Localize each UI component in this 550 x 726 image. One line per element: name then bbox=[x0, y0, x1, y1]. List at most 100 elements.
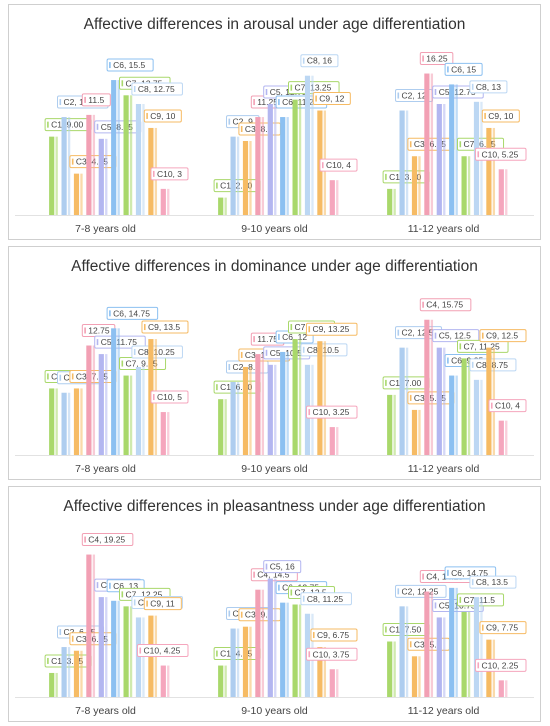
bar-stripe-c1 bbox=[393, 394, 396, 455]
data-label-box bbox=[419, 52, 454, 66]
category-label: 9-10 years old bbox=[241, 463, 308, 475]
data-label: C2, 12 bbox=[402, 91, 427, 101]
data-label: C9, 12 bbox=[319, 94, 344, 104]
bar-stripe-c2 bbox=[236, 382, 240, 455]
legend-key-icon bbox=[278, 584, 280, 591]
data-label-box bbox=[310, 628, 358, 642]
bar-stripe-c5 bbox=[274, 364, 277, 455]
bar-stripe-c6 bbox=[286, 602, 289, 697]
bar-stripe-c3 bbox=[418, 409, 421, 455]
data-label: C9, 10 bbox=[150, 111, 175, 121]
legend-key-icon bbox=[133, 348, 136, 355]
legend-key-icon bbox=[422, 55, 424, 62]
legend-key-icon bbox=[228, 118, 231, 125]
bar-c4 bbox=[86, 554, 92, 697]
data-label: C2, 12.25 bbox=[402, 586, 439, 596]
data-label: C6, 12 bbox=[282, 332, 307, 342]
bar-c1 bbox=[49, 672, 55, 697]
bar-c10 bbox=[160, 412, 166, 455]
data-label-box bbox=[300, 54, 339, 68]
bar-c10 bbox=[329, 180, 335, 215]
data-label: C1, 7.00 bbox=[389, 378, 421, 388]
bar-c6 bbox=[280, 602, 286, 697]
bar-c3 bbox=[411, 409, 418, 455]
data-label-box bbox=[395, 584, 447, 598]
data-label: C10, 4.25 bbox=[143, 646, 180, 656]
bar-c6 bbox=[449, 587, 455, 697]
bar-c2 bbox=[230, 382, 236, 455]
data-label: C4, 19.25 bbox=[88, 535, 125, 545]
legend-key-icon bbox=[143, 324, 146, 331]
data-label: C5, 12.5 bbox=[439, 331, 471, 341]
data-label: C9, 11 bbox=[150, 599, 175, 609]
bar-c1 bbox=[49, 388, 55, 455]
bar-stripe-c7 bbox=[467, 358, 471, 455]
legend-key-icon bbox=[216, 182, 218, 189]
legend-key-icon bbox=[459, 343, 462, 350]
data-label-box bbox=[141, 320, 189, 334]
bar-stripe-c8 bbox=[142, 617, 145, 697]
bar-c5 bbox=[267, 364, 273, 455]
bar-stripe-c3 bbox=[249, 366, 252, 455]
bar-c1 bbox=[387, 188, 393, 215]
legend-key-icon bbox=[265, 349, 268, 356]
bar-stripe-c2 bbox=[67, 647, 71, 697]
data-label: C8, 13 bbox=[476, 82, 501, 92]
bar-c8 bbox=[135, 617, 142, 697]
bar-stripe-c4 bbox=[261, 589, 265, 697]
bar-c3 bbox=[411, 656, 418, 697]
bar-stripe-c4 bbox=[430, 319, 434, 455]
legend-key-icon bbox=[240, 126, 243, 132]
legend-key-icon bbox=[481, 332, 484, 339]
data-label: C6, 15.5 bbox=[113, 60, 145, 70]
legend-key-icon bbox=[71, 158, 74, 165]
bar-c9 bbox=[317, 341, 323, 455]
bar-stripe-c10 bbox=[336, 669, 339, 697]
bar-stripe-c10 bbox=[505, 169, 508, 215]
data-label-box bbox=[469, 575, 517, 589]
bar-stripe-c2 bbox=[405, 606, 409, 697]
legend-key-icon bbox=[312, 632, 315, 639]
data-label: C3, 6.75 bbox=[414, 139, 446, 149]
bar-stripe-c2 bbox=[67, 392, 71, 455]
bar-c4 bbox=[255, 117, 261, 215]
bar-stripe-c2 bbox=[405, 110, 409, 215]
legend-key-icon bbox=[139, 647, 142, 654]
data-label-box bbox=[106, 306, 159, 320]
data-label-box bbox=[488, 399, 527, 413]
bar-stripe-c3 bbox=[80, 388, 83, 455]
bar-c5 bbox=[267, 104, 273, 215]
bar-stripe-c6 bbox=[455, 375, 458, 455]
data-label-box bbox=[143, 109, 182, 123]
bar-c2 bbox=[399, 110, 405, 215]
legend-key-icon bbox=[290, 589, 293, 596]
category-label: 11-12 years old bbox=[408, 705, 480, 717]
data-label: C1, 6.50 bbox=[220, 382, 252, 392]
data-label-box bbox=[474, 658, 527, 672]
data-label-box bbox=[150, 167, 189, 181]
bar-c5 bbox=[436, 104, 442, 215]
bar-c4 bbox=[424, 591, 430, 697]
bar-c2 bbox=[399, 606, 405, 697]
data-label: C7, 11.25 bbox=[464, 341, 501, 351]
legend-key-icon bbox=[490, 402, 493, 409]
category-label: 7-8 years old bbox=[75, 705, 136, 717]
bar-stripe-c7 bbox=[298, 339, 302, 455]
data-label: C10, 3 bbox=[157, 169, 182, 179]
bar-c6 bbox=[449, 375, 455, 455]
legend-key-icon bbox=[253, 99, 255, 106]
legend-key-icon bbox=[385, 379, 387, 386]
data-label: C3, 6.25 bbox=[76, 634, 108, 644]
bar-c1 bbox=[387, 394, 393, 455]
bar-stripe-c4 bbox=[261, 117, 265, 215]
bar-stripe-c6 bbox=[455, 587, 458, 697]
bar-stripe-c10 bbox=[167, 188, 170, 215]
bar-stripe-c3 bbox=[80, 173, 83, 215]
data-label-box bbox=[419, 298, 472, 312]
legend-key-icon bbox=[121, 80, 124, 87]
legend-key-icon bbox=[434, 89, 437, 95]
legend-key-icon bbox=[459, 141, 462, 148]
legend-key-icon bbox=[422, 573, 424, 580]
bar-c1 bbox=[387, 641, 393, 697]
bar-c6 bbox=[449, 84, 455, 215]
